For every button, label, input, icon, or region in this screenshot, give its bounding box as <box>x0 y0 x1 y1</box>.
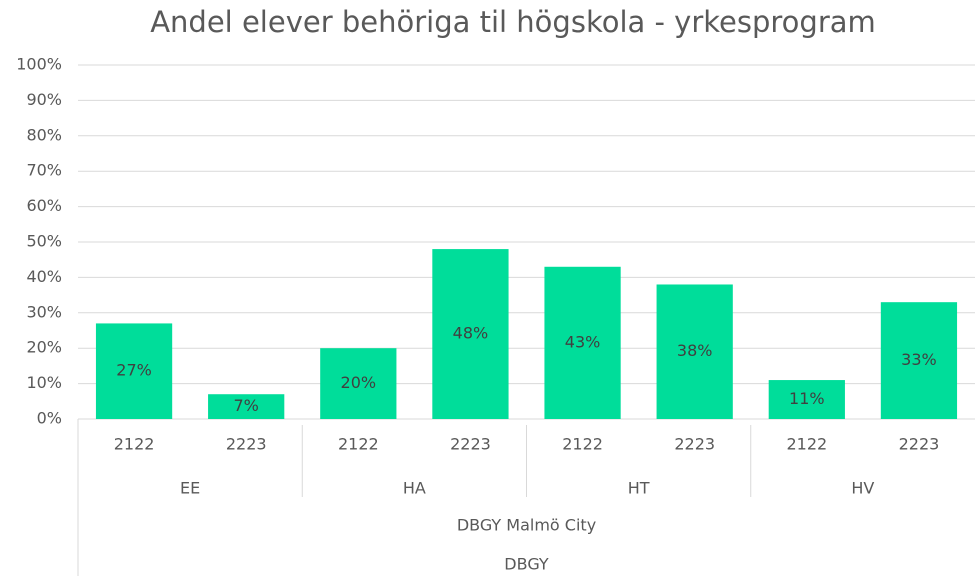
x-tick-label: 2122 <box>562 435 603 454</box>
group-label: HT <box>628 479 650 498</box>
x-tick-label: 2223 <box>226 435 267 454</box>
x-tick-label: 2122 <box>114 435 155 454</box>
bar <box>432 249 509 419</box>
super-group-label: DBGY Malmö City <box>457 516 596 535</box>
y-tick-label: 10% <box>26 373 62 392</box>
y-tick-label: 0% <box>37 409 62 428</box>
bar <box>656 284 733 419</box>
x-tick-label: 2122 <box>338 435 379 454</box>
y-tick-label: 50% <box>26 232 62 251</box>
chart-title: Andel elever behöriga til högskola - yrk… <box>150 5 876 39</box>
bar <box>208 394 285 419</box>
y-tick-label: 20% <box>26 338 62 357</box>
y-tick-label: 70% <box>26 161 62 180</box>
data-label: 27% <box>116 361 152 380</box>
data-label: 48% <box>453 324 489 343</box>
y-tick-label: 90% <box>26 90 62 109</box>
data-label: 33% <box>901 350 937 369</box>
bar <box>95 323 173 419</box>
data-label: 11% <box>789 389 825 408</box>
group-label: HV <box>851 479 874 498</box>
data-label: 43% <box>565 332 601 351</box>
x-tick-label: 2223 <box>450 435 491 454</box>
bar <box>768 380 845 419</box>
group-label: HA <box>403 479 426 498</box>
data-label: 38% <box>677 341 713 360</box>
y-tick-label: 30% <box>26 302 62 321</box>
top-group-label: DBGY <box>504 555 549 574</box>
y-tick-label: 40% <box>26 267 62 286</box>
y-tick-label: 100% <box>16 55 62 74</box>
bar <box>544 266 621 419</box>
bar <box>880 302 958 419</box>
x-tick-label: 2223 <box>899 435 940 454</box>
y-tick-label: 80% <box>26 125 62 144</box>
x-tick-label: 2223 <box>674 435 715 454</box>
y-tick-label: 60% <box>26 196 62 215</box>
data-label: 20% <box>341 373 377 392</box>
x-tick-label: 2122 <box>786 435 827 454</box>
data-label: 7% <box>233 396 258 415</box>
group-label: EE <box>180 479 200 498</box>
bar <box>320 348 397 419</box>
